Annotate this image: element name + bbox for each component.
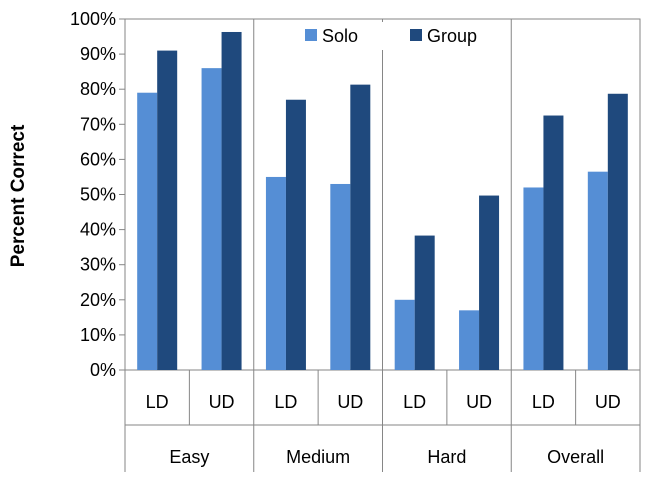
y-tick-label: 10% bbox=[80, 325, 116, 345]
bar-group-7 bbox=[607, 93, 628, 370]
legend-swatch-solo bbox=[305, 29, 317, 41]
y-tick-label: 50% bbox=[80, 185, 116, 205]
bar-solo-0 bbox=[137, 92, 158, 371]
y-tick-label: 40% bbox=[80, 220, 116, 240]
bar-group-4 bbox=[414, 235, 435, 370]
category-label: UD bbox=[337, 392, 363, 412]
bar-solo-1 bbox=[201, 68, 222, 370]
bar-solo-3 bbox=[330, 183, 351, 370]
legend: Solo Group bbox=[300, 22, 506, 50]
bar-solo-6 bbox=[523, 187, 544, 370]
y-tick-label: 90% bbox=[80, 44, 116, 64]
y-tick-label: 80% bbox=[80, 79, 116, 99]
y-tick-label: 0% bbox=[90, 360, 116, 380]
group-label: Medium bbox=[286, 447, 350, 467]
y-tick-label: 100% bbox=[70, 9, 116, 29]
axes-layer bbox=[119, 18, 641, 472]
y-tick-label: 20% bbox=[80, 290, 116, 310]
category-label: UD bbox=[595, 392, 621, 412]
legend-background bbox=[300, 22, 506, 50]
category-label: LD bbox=[274, 392, 297, 412]
group-label: Easy bbox=[169, 447, 209, 467]
labels-layer: 0% 10% 20% 30% 40% 50% 60% 70% 80% 90% 100% LD UD LD U… bbox=[70, 9, 621, 467]
y-tick-label: 60% bbox=[80, 149, 116, 169]
category-label: UD bbox=[466, 392, 492, 412]
category-label: LD bbox=[532, 392, 555, 412]
legend-label-group: Group bbox=[427, 26, 477, 46]
legend-swatch-group bbox=[410, 29, 422, 41]
bar-group-0 bbox=[157, 50, 178, 371]
bar-solo-5 bbox=[459, 310, 480, 370]
group-label: Hard bbox=[427, 447, 466, 467]
legend-label-solo: Solo bbox=[322, 26, 358, 46]
y-axis-label: Percent Correct bbox=[8, 124, 29, 267]
bar-group-2 bbox=[285, 99, 306, 370]
bar-group-5 bbox=[479, 195, 500, 370]
bar-group-1 bbox=[221, 31, 242, 370]
bars-layer bbox=[137, 31, 628, 371]
category-label: LD bbox=[403, 392, 426, 412]
bar-solo-4 bbox=[394, 299, 415, 370]
bar-group-6 bbox=[543, 115, 564, 371]
group-label: Overall bbox=[547, 447, 604, 467]
bar-solo-7 bbox=[587, 171, 608, 370]
category-label: UD bbox=[209, 392, 235, 412]
bar-solo-2 bbox=[265, 176, 286, 370]
bar-group-3 bbox=[350, 84, 371, 371]
y-tick-label: 70% bbox=[80, 114, 116, 134]
y-tick-label: 30% bbox=[80, 255, 116, 275]
category-label: LD bbox=[146, 392, 169, 412]
